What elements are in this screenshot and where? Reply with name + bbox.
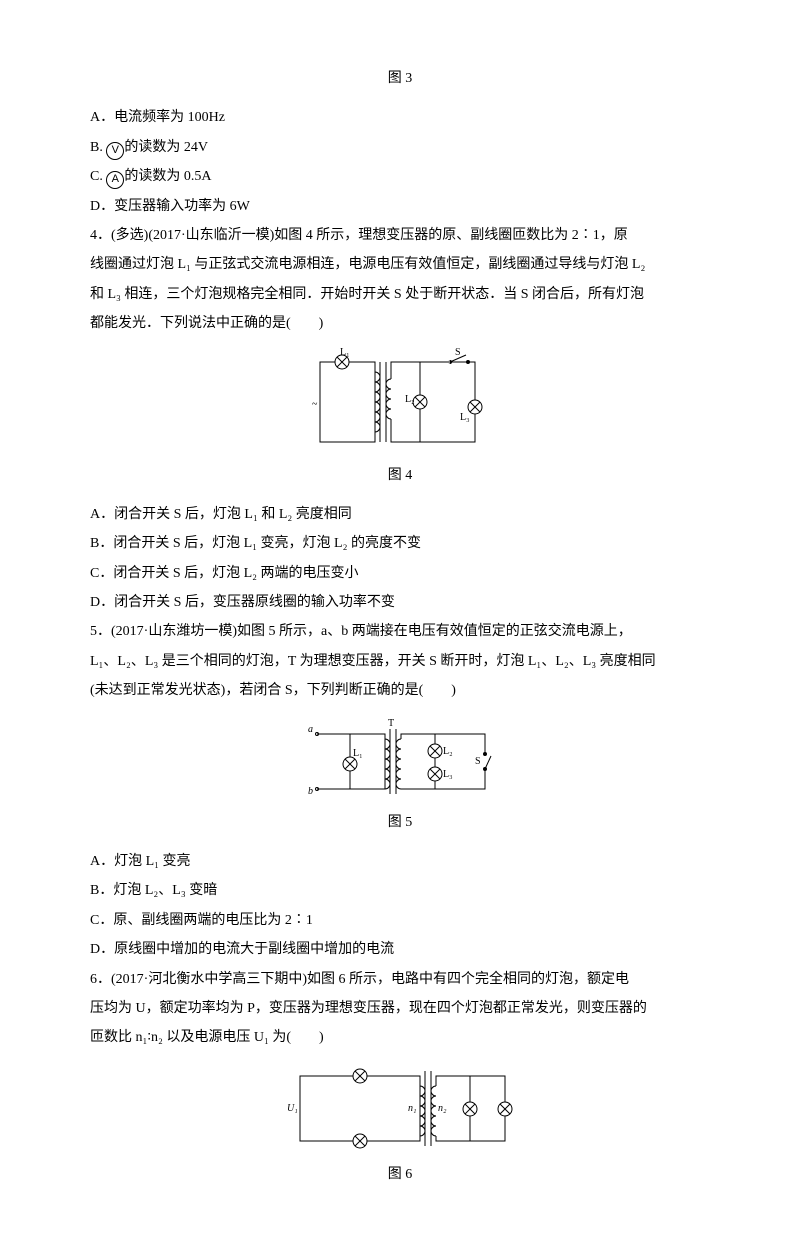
label-n1: n₁: [408, 1103, 416, 1114]
label-tilde: ~: [312, 399, 318, 410]
q3-b-pre: B.: [90, 140, 103, 155]
label-n2: n₂: [438, 1103, 447, 1114]
q4-option-d: D．闭合开关 S 后，变压器原线圈的输入功率不变: [90, 588, 710, 617]
label-t: T: [388, 718, 394, 729]
fig5-circuit-diagram: a b L₁ T L₂ L₃: [305, 714, 495, 804]
q5-stem-2: L₁、L₂、L₃ 是三个相同的灯泡，T 为理想变压器，开关 S 断开时，灯泡 L…: [90, 647, 710, 676]
q6-stem-1: 6．(2017·河北衡水中学高三下期中)如图 6 所示，电路中有四个完全相同的灯…: [90, 965, 710, 994]
q4-stem-4: 都能发光．下列说法中正确的是( ): [90, 309, 710, 338]
label-a: a: [308, 724, 313, 735]
fig5-label: 图 5: [90, 808, 710, 837]
q5-option-b: B．灯泡 L₂、L₃ 变暗: [90, 876, 710, 905]
label-l3: L₃: [460, 412, 470, 423]
q4-stem-2: 线圈通过灯泡 L₁ 与正弦式交流电源相连，电源电压有效值恒定，副线圈通过导线与灯…: [90, 250, 710, 279]
fig6-label: 图 6: [90, 1160, 710, 1189]
fig6-circuit-diagram: U₁ n₁ n₂: [285, 1061, 515, 1156]
label-l2-5: L₂: [443, 746, 453, 757]
q4-option-b: B．闭合开关 S 后，灯泡 L₁ 变亮，灯泡 L₂ 的亮度不变: [90, 529, 710, 558]
label-s5: S: [475, 756, 481, 767]
q3-option-b: B. V的读数为 24V: [90, 133, 710, 162]
q5-option-c: C．原、副线圈两端的电压比为 2∶1: [90, 906, 710, 935]
voltmeter-icon: V: [106, 142, 124, 160]
label-l3-5: L₃: [443, 769, 453, 780]
q5-option-a: A．灯泡 L₁ 变亮: [90, 847, 710, 876]
q4-option-a: A．闭合开关 S 后，灯泡 L₁ 和 L₂ 亮度相同: [90, 500, 710, 529]
q3-option-c: C. A的读数为 0.5A: [90, 162, 710, 191]
q5-stem-3: (未达到正常发光状态)，若闭合 S，下列判断正确的是( ): [90, 676, 710, 705]
q5-option-d: D．原线圈中增加的电流大于副线圈中增加的电流: [90, 935, 710, 964]
fig3-label: 图 3: [90, 64, 710, 93]
q6-stem-3: 匝数比 n₁∶n₂ 以及电源电压 U₁ 为( ): [90, 1023, 710, 1052]
label-b: b: [308, 786, 313, 797]
label-l1: L₁: [340, 347, 350, 358]
q4-option-c: C．闭合开关 S 后，灯泡 L₂ 两端的电压变小: [90, 559, 710, 588]
page: 图 3 A．电流频率为 100Hz B. V的读数为 24V C. A的读数为 …: [0, 0, 800, 1239]
q4-stem-3: 和 L₃ 相连，三个灯泡规格完全相同．开始时开关 S 处于断开状态．当 S 闭合…: [90, 280, 710, 309]
label-l2: L₂: [405, 394, 415, 405]
q3-option-a: A．电流频率为 100Hz: [90, 103, 710, 132]
ammeter-icon: A: [106, 171, 124, 189]
q3-c-post: 的读数为 0.5A: [124, 169, 211, 184]
fig4-circuit-diagram: L₁ ~ L₂ S L₃: [310, 347, 490, 457]
label-l1-5: L₁: [353, 748, 363, 759]
q3-b-post: 的读数为 24V: [124, 140, 208, 155]
label-s4: S: [455, 347, 461, 358]
q3-option-d: D．变压器输入功率为 6W: [90, 192, 710, 221]
q5-stem-1: 5．(2017·山东潍坊一模)如图 5 所示，a、b 两端接在电压有效值恒定的正…: [90, 617, 710, 646]
q4-stem-1: 4．(多选)(2017·山东临沂一模)如图 4 所示，理想变压器的原、副线圈匝数…: [90, 221, 710, 250]
q3-c-pre: C.: [90, 169, 103, 184]
q6-stem-2: 压均为 U，额定功率均为 P，变压器为理想变压器，现在四个灯泡都正常发光，则变压…: [90, 994, 710, 1023]
fig4-label: 图 4: [90, 461, 710, 490]
label-u1: U₁: [287, 1103, 298, 1114]
